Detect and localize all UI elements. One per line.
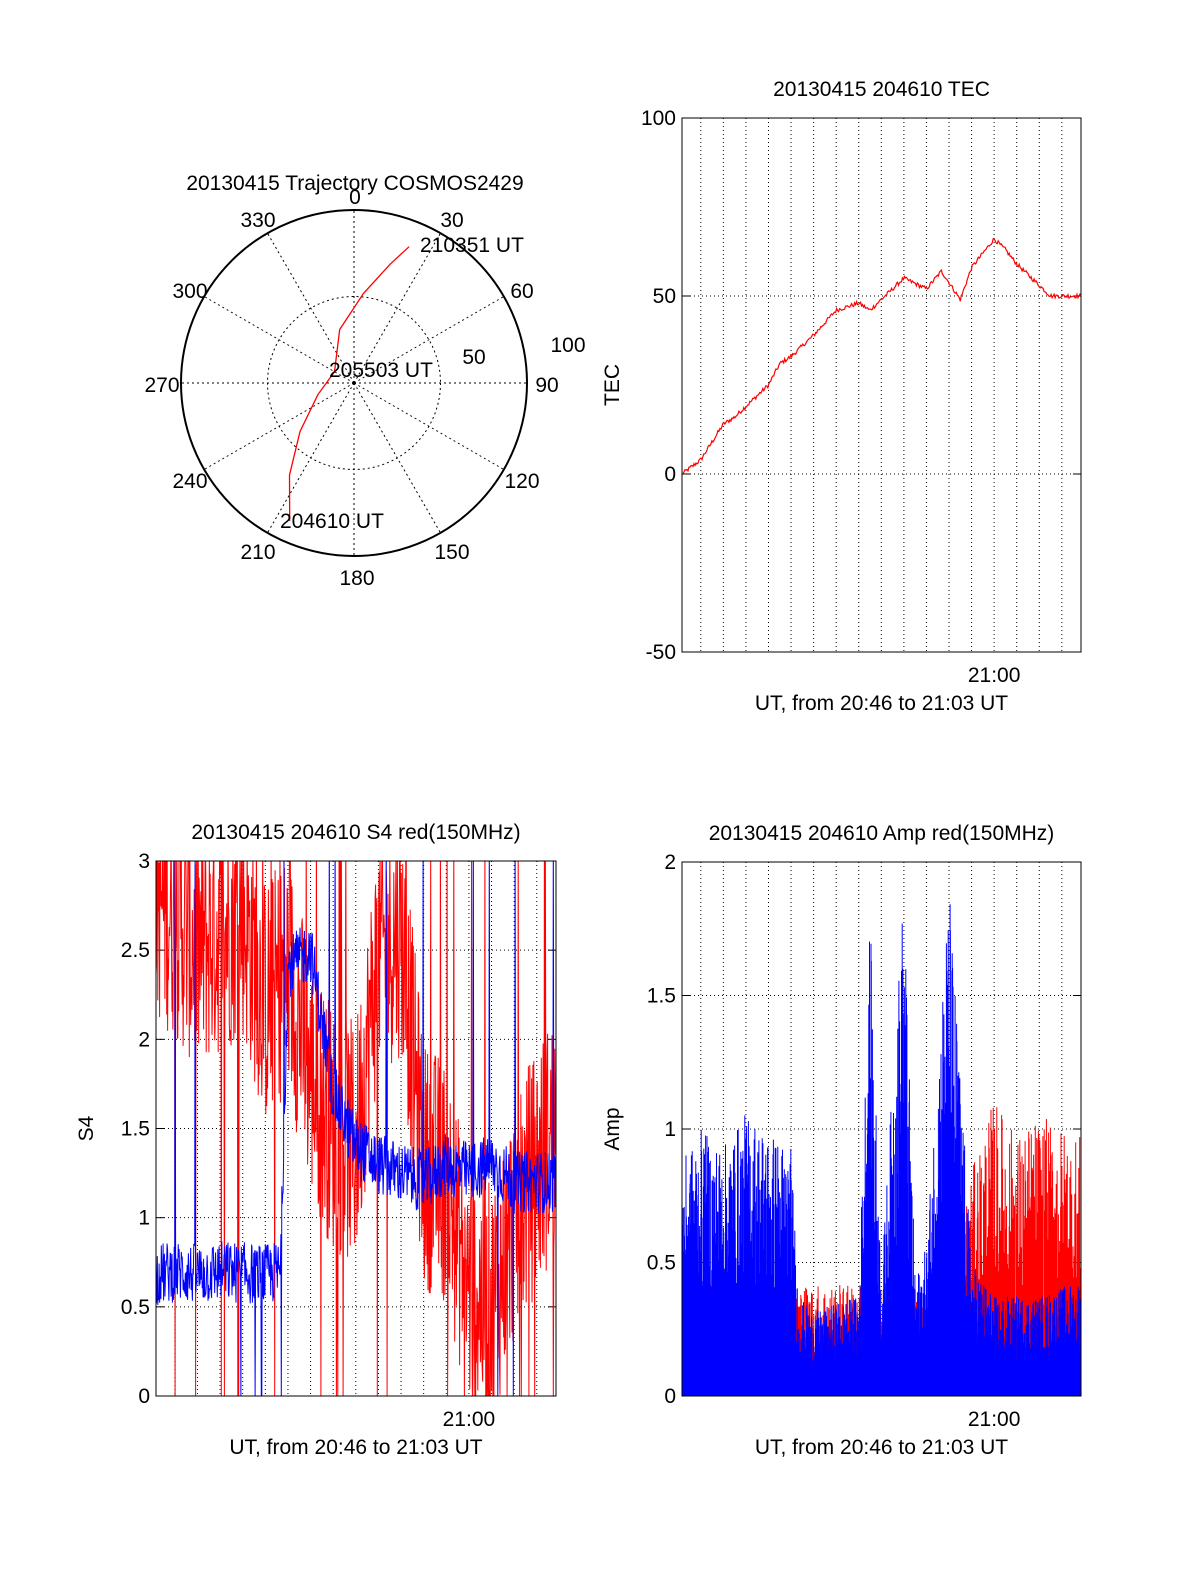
y-tick-label: 0: [664, 1385, 676, 1408]
amp-series-bars: [682, 904, 1081, 1396]
y-tick-label: 1: [138, 1207, 150, 1230]
polar-grid-spoke: [353, 296, 505, 384]
y-tick-label: 1.5: [647, 985, 676, 1008]
s4-series-line: [156, 861, 556, 1396]
polar-grid-spoke: [203, 296, 355, 384]
polar-angle-label: 0: [349, 186, 361, 209]
s4-series-group: [156, 861, 556, 1396]
y-tick-label: 2.5: [121, 939, 150, 962]
y-tick-label: 0: [138, 1385, 150, 1408]
polar-angle-label: 120: [504, 470, 539, 493]
tec-series-line: [681, 237, 1082, 476]
polar-grid-spoke: [353, 382, 441, 534]
trajectory-line: [288, 246, 410, 522]
polar-angle-label: 30: [440, 209, 463, 232]
polar-grid-spoke: [203, 382, 355, 470]
polar-angle-label: 240: [172, 470, 207, 493]
y-tick-label: 1: [664, 1118, 676, 1141]
polar-outer-circle: [180, 209, 528, 557]
polar-angle-label: 150: [434, 541, 469, 564]
polar-angle-label: 60: [510, 280, 533, 303]
polar-grid-spoke: [353, 382, 505, 470]
x-tick-label: 21:00: [968, 664, 1021, 687]
chart-title: 20130415 204610 TEC: [773, 78, 990, 101]
chart-title: 20130415 204610 S4 red(150MHz): [191, 821, 520, 844]
amp-series-group: [682, 904, 1081, 1396]
y-tick-label: 0.5: [647, 1252, 676, 1275]
y-tick-label: 3: [138, 850, 150, 873]
y-tick-label: 0: [664, 463, 676, 486]
polar-grid-spoke: [353, 232, 441, 384]
y-tick-label: 50: [653, 285, 676, 308]
polar-title: 20130415 Trajectory COSMOS2429: [186, 172, 523, 195]
trajectory-start-label: 204610 UT: [280, 510, 384, 533]
y-tick-label: 2: [664, 851, 676, 874]
plot-frame: [681, 117, 1082, 653]
trajectory-mid-label: 205503 UT: [329, 359, 433, 382]
y-tick-label: 100: [641, 107, 676, 130]
polar-grid-spoke: [267, 232, 355, 384]
plot-frame: [681, 861, 1082, 1397]
y-tick-label: 2: [138, 1028, 150, 1051]
polar-angle-label: 180: [339, 567, 374, 590]
x-tick-label: 21:00: [968, 1408, 1021, 1431]
chart-title: 20130415 204610 Amp red(150MHz): [709, 822, 1055, 845]
polar-angle-label: 330: [240, 209, 275, 232]
polar-radial-label: 50: [462, 346, 485, 369]
polar-grid-spoke: [267, 382, 355, 534]
polar-angle-label: 90: [535, 374, 558, 397]
x-axis-label: UT, from 20:46 to 21:03 UT: [755, 692, 1008, 715]
y-tick-label: 0.5: [121, 1296, 150, 1319]
y-tick-label: 1.5: [121, 1118, 150, 1141]
polar-angle-label: 210: [240, 541, 275, 564]
trajectory-end-label: 210351 UT: [420, 234, 524, 257]
y-axis-label: Amp: [601, 1107, 624, 1150]
x-axis-label: UT, from 20:46 to 21:03 UT: [755, 1436, 1008, 1459]
polar-angle-label: 270: [144, 374, 179, 397]
y-axis-label: TEC: [601, 364, 624, 406]
s4-series-line: [156, 861, 556, 1396]
x-tick-label: 21:00: [443, 1408, 496, 1431]
polar-angle-label: 300: [172, 280, 207, 303]
polar-radial-label: 100: [550, 334, 585, 357]
y-axis-label: S4: [75, 1115, 98, 1141]
y-tick-label: -50: [646, 641, 676, 664]
plot-frame: [155, 860, 557, 1397]
x-axis-label: UT, from 20:46 to 21:03 UT: [229, 1436, 482, 1459]
